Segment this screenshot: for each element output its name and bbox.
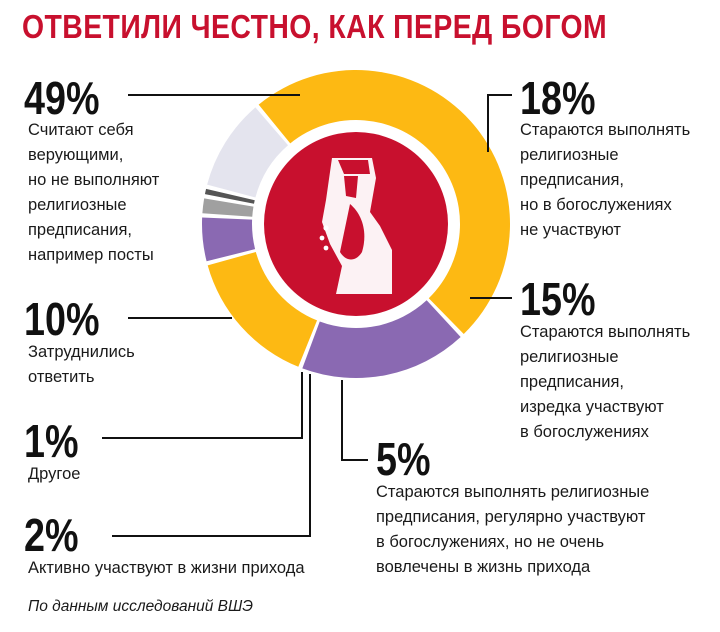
- chart-title: ОТВЕТИЛИ ЧЕСТНО, КАК ПЕРЕД БОГОМ: [22, 8, 608, 45]
- label-desc-active: Активно участвуют в жизни прихода: [28, 559, 305, 577]
- label-desc-believers: Считают себя верующими, но не выполняют …: [28, 121, 160, 264]
- label-pct-active: 2%: [24, 509, 79, 561]
- slice-rarely: [207, 251, 318, 367]
- leader-regularly: [341, 380, 368, 461]
- leader-active: [112, 374, 311, 537]
- leader-other: [102, 372, 303, 439]
- slice-active: [202, 198, 254, 217]
- label-desc-undecided: Затруднились ответить: [28, 343, 135, 386]
- slice-believers: [258, 69, 511, 335]
- label-pct-believers: 49%: [24, 72, 100, 124]
- praying-figure-icon: [319, 158, 392, 294]
- slice-undecided: [207, 107, 289, 198]
- slice-other: [204, 188, 255, 204]
- label-pct-regularly: 5%: [376, 433, 431, 485]
- label-desc-rarely: Стараются выполнять религиозные предписа…: [520, 323, 691, 441]
- slice-regularly: [201, 217, 256, 262]
- label-pct-rarely: 15%: [520, 273, 596, 325]
- label-desc-other: Другое: [28, 465, 81, 483]
- label-desc-no-services: Стараются выполнять религиозные предписа…: [520, 121, 691, 239]
- label-pct-no-services: 18%: [520, 72, 596, 124]
- source-note: По данным исследований ВШЭ: [28, 598, 254, 615]
- leader-no-services: [487, 94, 512, 152]
- label-desc-regularly: Стараются выполнять религиозные предписа…: [376, 483, 650, 576]
- slice-no-services: [302, 300, 461, 378]
- label-pct-undecided: 10%: [24, 293, 100, 345]
- label-pct-other: 1%: [24, 415, 79, 467]
